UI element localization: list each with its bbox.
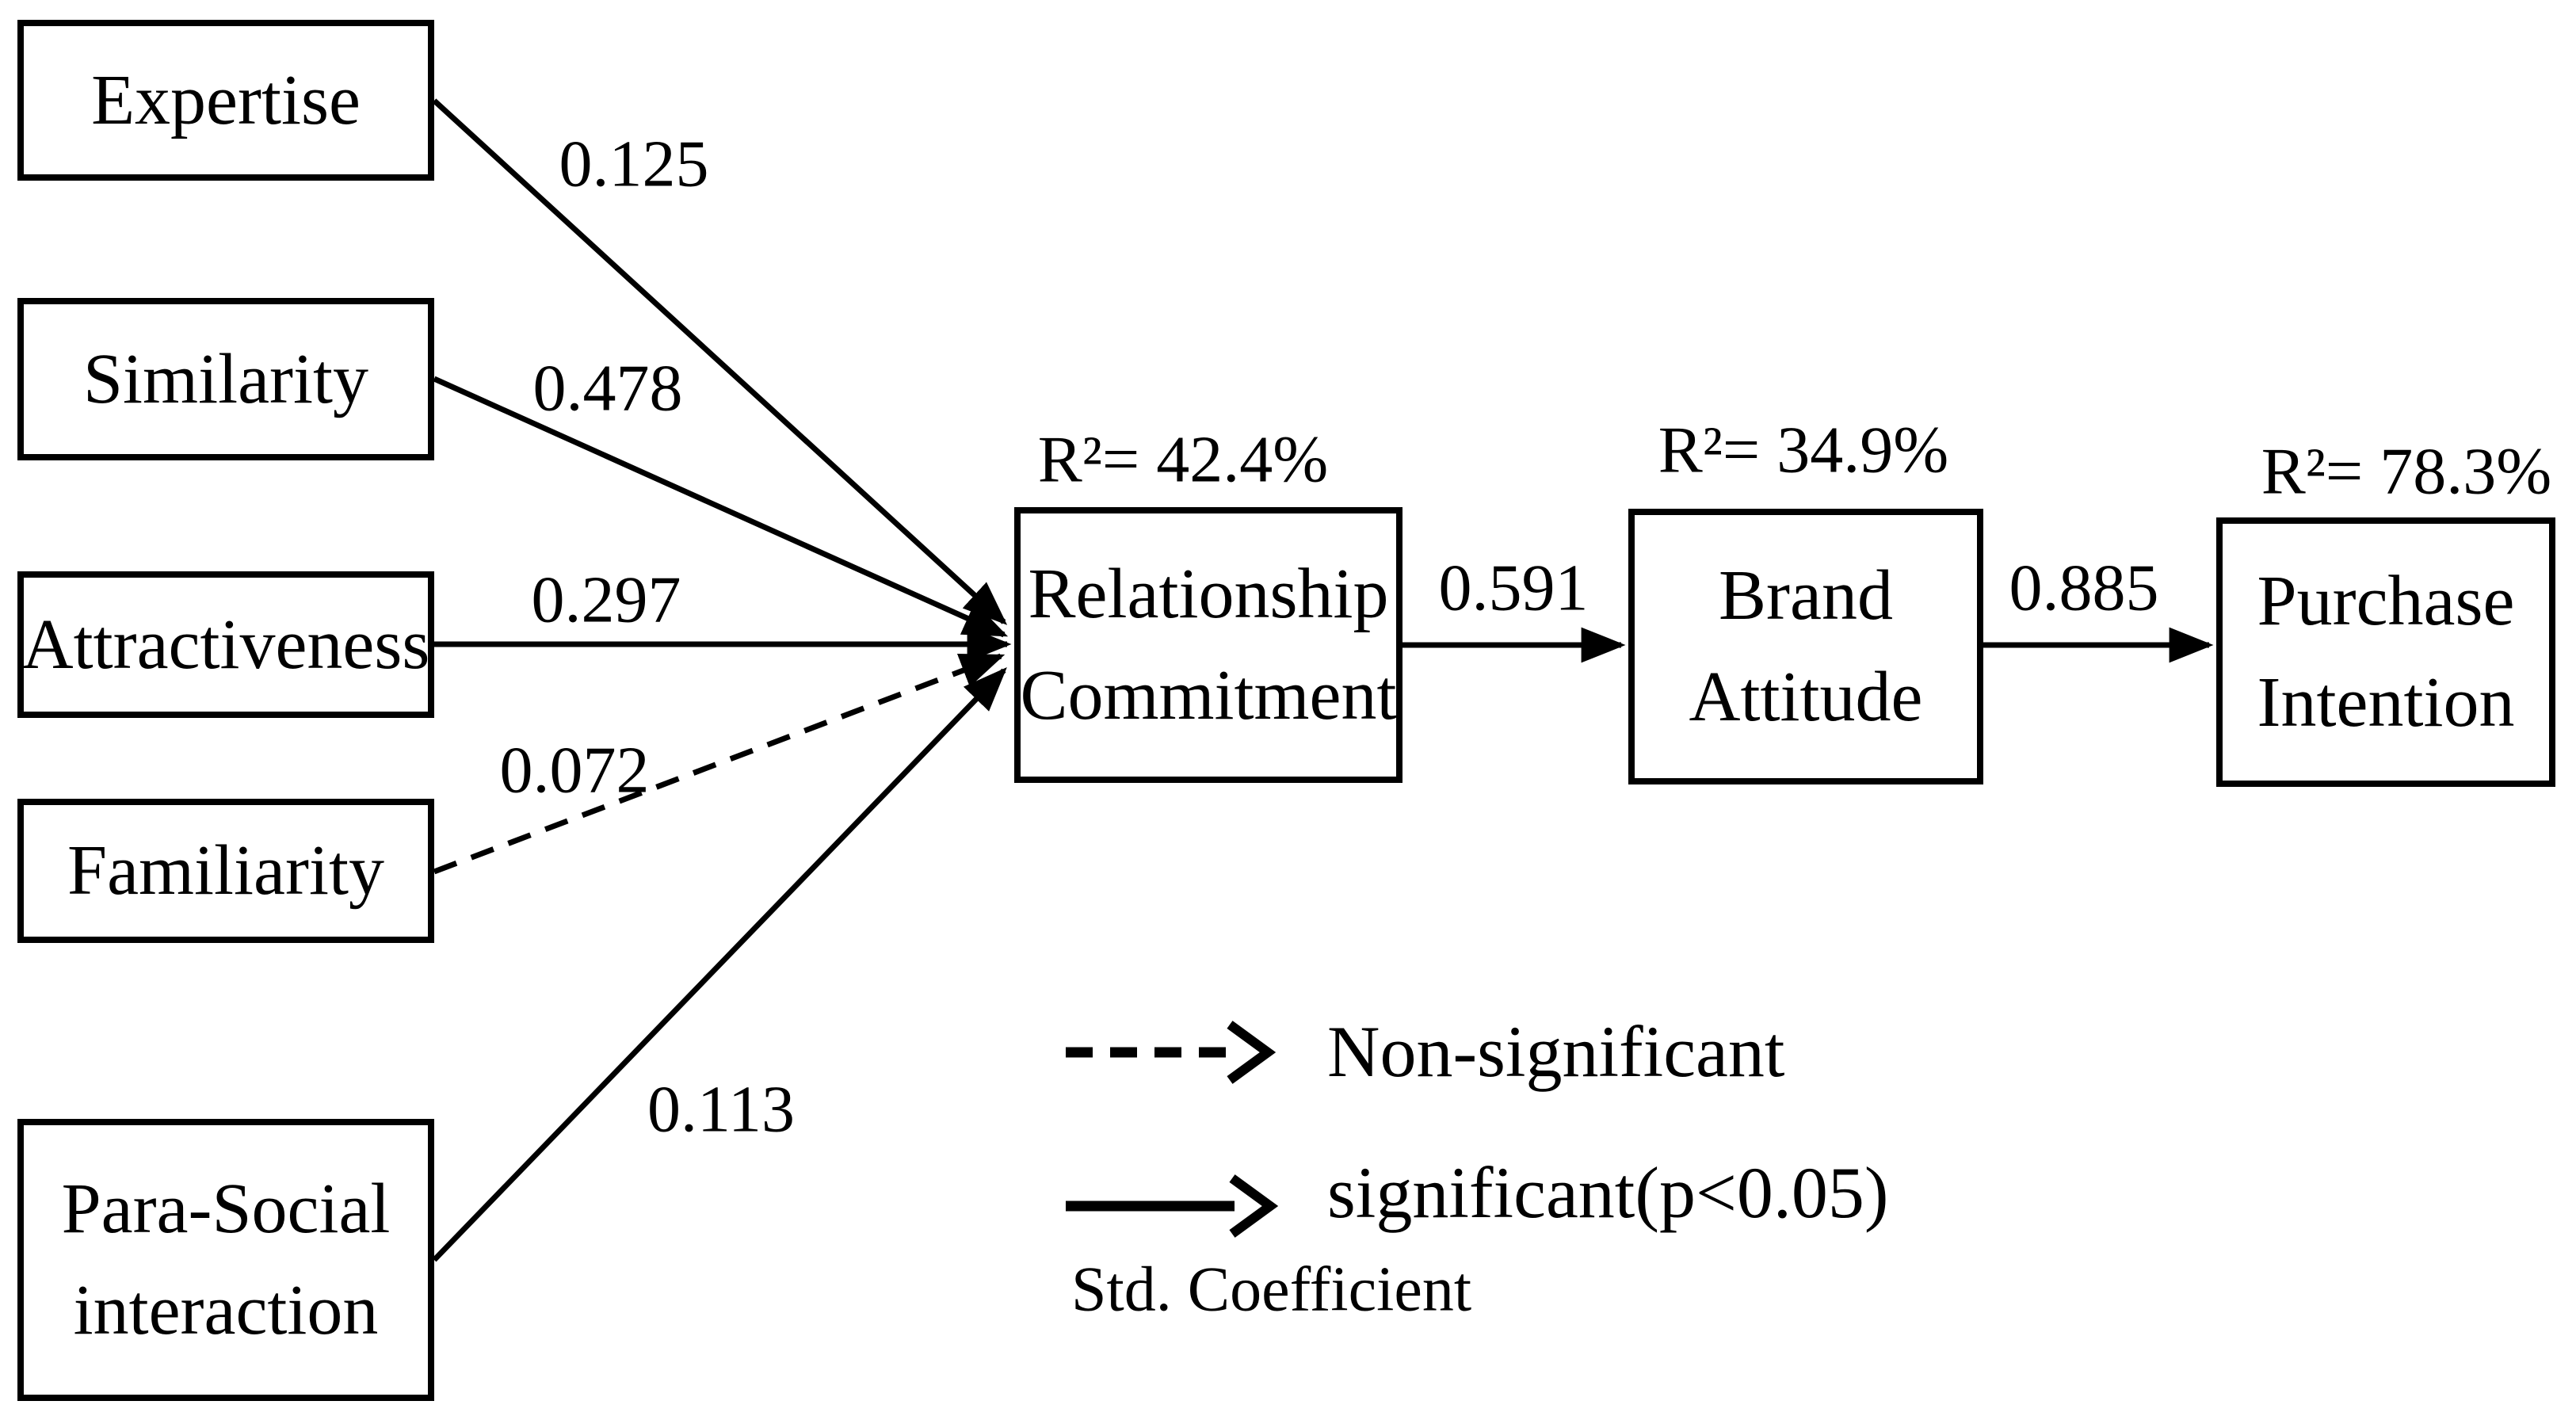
arrow-familiarity-to-commitment-dashed — [433, 653, 1006, 875]
box-attractiveness: Attractiveness — [17, 571, 434, 718]
r-squared-relationship-commitment: R²= 42.4% — [1037, 422, 1329, 497]
coefficient-familiarity: 0.072 — [499, 733, 650, 807]
box-attractiveness-label: Attractiveness — [21, 605, 430, 684]
coefficient-parasocial: 0.113 — [647, 1072, 795, 1147]
box-brand-attitude: Brand Attitude — [1628, 509, 1983, 784]
box-brand-attitude-line1: Brand — [1719, 556, 1893, 636]
arrow-parasocial-to-commitment — [432, 666, 1007, 1262]
legend-significant-label: significant(p<0.05) — [1327, 1152, 1889, 1233]
coefficient-brand-to-purchase: 0.885 — [2009, 551, 2159, 625]
r-squared-purchase-intention: R²= 78.3% — [2261, 434, 2552, 509]
box-relationship-commitment: Relationship Commitment — [1014, 507, 1402, 783]
box-purchase-intention-line2: Intention — [2257, 663, 2515, 742]
coefficient-commitment-to-brand: 0.591 — [1438, 551, 1589, 625]
legend-dashed-arrow — [1066, 1021, 1277, 1084]
arrow-similarity-to-commitment — [433, 376, 1009, 638]
r-squared-brand-attitude: R²= 34.9% — [1658, 413, 1949, 487]
legend-non-significant-label: Non-significant — [1327, 1011, 1785, 1092]
coefficient-expertise: 0.125 — [559, 127, 709, 201]
coefficient-similarity: 0.478 — [532, 351, 683, 426]
legend-std-coefficient-note: Std. Coefficient — [1071, 1254, 1472, 1325]
box-familiarity-label: Familiarity — [67, 831, 384, 910]
box-relationship-commitment-line1: Relationship — [1028, 555, 1389, 634]
box-purchase-intention-line1: Purchase — [2257, 562, 2515, 641]
box-parasocial-interaction: Para-Social interaction — [17, 1119, 434, 1401]
arrow-expertise-to-commitment — [432, 98, 1008, 625]
box-similarity: Similarity — [17, 298, 434, 460]
box-parasocial-label-line2: interaction — [73, 1271, 379, 1349]
legend-solid-arrow — [1066, 1174, 1279, 1238]
box-relationship-commitment-line2: Commitment — [1020, 656, 1397, 735]
box-purchase-intention: Purchase Intention — [2216, 517, 2555, 787]
box-parasocial-label-line1: Para-Social — [61, 1170, 391, 1249]
box-familiarity: Familiarity — [17, 799, 434, 943]
box-expertise: Expertise — [17, 20, 434, 181]
box-similarity-label: Similarity — [83, 339, 368, 418]
coefficient-attractiveness: 0.297 — [531, 563, 681, 637]
box-expertise-label: Expertise — [91, 60, 361, 139]
box-brand-attitude-line2: Attitude — [1689, 658, 1923, 736]
